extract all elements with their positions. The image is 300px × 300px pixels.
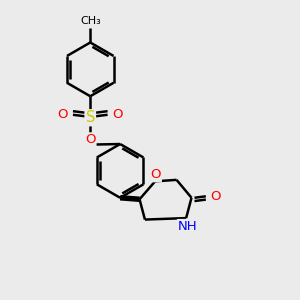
- Text: S: S: [85, 110, 95, 125]
- Text: O: O: [112, 108, 123, 121]
- Text: CH₃: CH₃: [80, 16, 101, 26]
- Text: NH: NH: [178, 220, 197, 233]
- Text: O: O: [85, 133, 95, 146]
- Text: O: O: [58, 108, 68, 121]
- Text: O: O: [150, 168, 161, 181]
- Text: O: O: [210, 190, 220, 203]
